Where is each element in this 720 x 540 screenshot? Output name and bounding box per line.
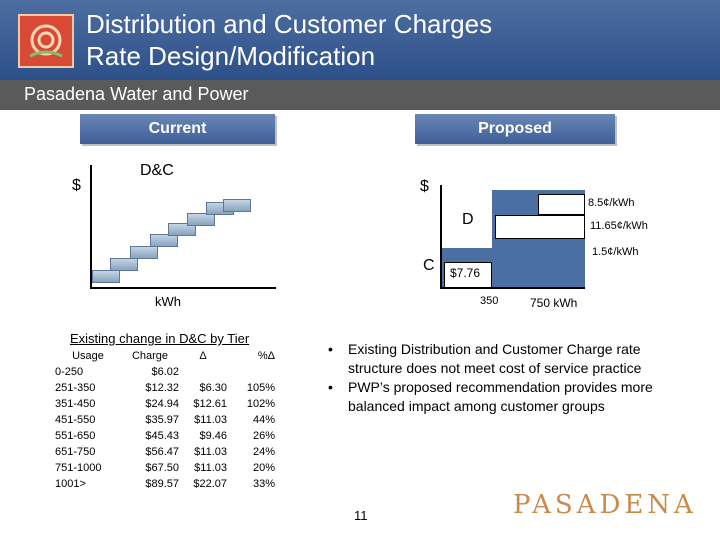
delta: $12.61	[193, 398, 227, 410]
tier-step	[223, 199, 251, 212]
pct: 105%	[246, 382, 275, 394]
delta: $11.03	[194, 414, 227, 426]
delta: $11.03	[194, 462, 227, 474]
page-number: 11	[354, 508, 368, 523]
charge: $24.94	[145, 398, 179, 410]
pasadena-wordmark: PASADENA	[513, 490, 697, 520]
col-pct: %Δ	[257, 350, 275, 362]
usage: 651-750	[55, 446, 96, 458]
current-pill: Current	[80, 114, 275, 144]
charge: $12.32	[145, 382, 179, 394]
c-label: C	[423, 257, 435, 274]
tier-step	[187, 213, 215, 226]
delta: $22.07	[193, 478, 227, 490]
charge: $45.43	[145, 430, 179, 442]
proposed-pill: Proposed	[415, 114, 615, 144]
delta	[179, 364, 227, 380]
table-row: 751-1000 $67.50 $11.03 20%	[55, 460, 275, 476]
current-y-axis	[90, 165, 92, 288]
pct: 24%	[252, 446, 275, 458]
pct	[227, 364, 275, 380]
delta: $6.30	[199, 382, 227, 394]
title-line-2: Rate Design/Modification	[86, 41, 376, 71]
usage: 251-350	[55, 382, 96, 394]
table-header-row: Usage Charge Δ %Δ	[55, 348, 275, 364]
header-bar	[0, 0, 720, 80]
tier-table: Usage Charge Δ %Δ 0-250 $6.02 251-350 $12.…	[55, 348, 275, 492]
current-curve-label: D&C	[140, 162, 174, 179]
customer-charge-value: $7.76	[450, 266, 481, 280]
proposed-y-label: $	[420, 178, 429, 195]
table-row: 0-250 $6.02	[55, 364, 275, 380]
slide-title: Distribution and Customer Charges Rate D…	[86, 8, 492, 72]
charge: $56.47	[145, 446, 179, 458]
proposed-y-axis	[440, 185, 442, 288]
rate-top: 8.5¢/kWh	[588, 197, 635, 209]
c-charge-box	[444, 262, 492, 288]
pct: 26%	[252, 430, 275, 442]
bullet-item: PWP’s proposed recommendation provides m…	[328, 378, 668, 416]
usage: 451-550	[55, 414, 96, 426]
tier-step	[150, 234, 178, 247]
delta: $11.03	[194, 446, 227, 458]
rate-mid: 11.65¢/kWh	[590, 220, 648, 232]
table-row: 1001> $89.57 $22.07 33%	[55, 476, 275, 492]
table-row: 251-350 $12.32 $6.30 105%	[55, 380, 275, 396]
tick-750: 750 kWh	[530, 296, 578, 310]
charge: $35.97	[145, 414, 179, 426]
subtitle-bar: Pasadena Water and Power	[0, 80, 720, 110]
usage: 751-1000	[55, 462, 102, 474]
col-usage: Usage	[72, 350, 104, 362]
tier-step	[110, 258, 138, 271]
table-row: 551-650 $45.43 $9.46 26%	[55, 428, 275, 444]
proposed-x-axis	[440, 287, 585, 289]
table-row: 651-750 $56.47 $11.03 24%	[55, 444, 275, 460]
tier-step	[92, 270, 120, 283]
charge: $89.57	[145, 478, 179, 490]
charge: $67.50	[145, 462, 179, 474]
usage: 551-650	[55, 430, 96, 442]
current-y-label: $	[72, 177, 81, 194]
rose-logo-icon	[18, 14, 74, 68]
rate-low: 1.5¢/kWh	[592, 246, 639, 258]
tick-350: 350	[480, 295, 499, 307]
col-delta: Δ	[199, 350, 207, 362]
col-charge: Charge	[131, 350, 169, 362]
usage: 351-450	[55, 398, 96, 410]
pct: 20%	[252, 462, 275, 474]
pct: 33%	[252, 478, 275, 490]
table-row: 351-450 $24.94 $12.61 102%	[55, 396, 275, 412]
current-x-label: kWh	[155, 294, 181, 309]
usage: 0-250	[55, 366, 84, 378]
bullet-list: Existing Distribution and Customer Charg…	[328, 340, 668, 416]
table-caption: Existing change in D&C by Tier	[70, 331, 250, 346]
subtitle: Pasadena Water and Power	[24, 84, 249, 104]
usage: 1001>	[55, 478, 86, 490]
delta: $9.46	[199, 430, 227, 442]
current-x-axis	[90, 287, 276, 289]
d-tier2-box	[495, 215, 585, 239]
tier-step	[130, 246, 158, 259]
pct: 44%	[252, 414, 275, 426]
title-line-1: Distribution and Customer Charges	[86, 9, 493, 39]
pct: 102%	[246, 398, 275, 410]
table-row: 451-550 $35.97 $11.03 44%	[55, 412, 275, 428]
tier-step	[168, 223, 196, 236]
bullet-item: Existing Distribution and Customer Charg…	[328, 340, 668, 378]
d-label: D	[462, 211, 474, 228]
charge: $6.02	[151, 366, 179, 378]
d-tier3-box	[538, 194, 585, 215]
